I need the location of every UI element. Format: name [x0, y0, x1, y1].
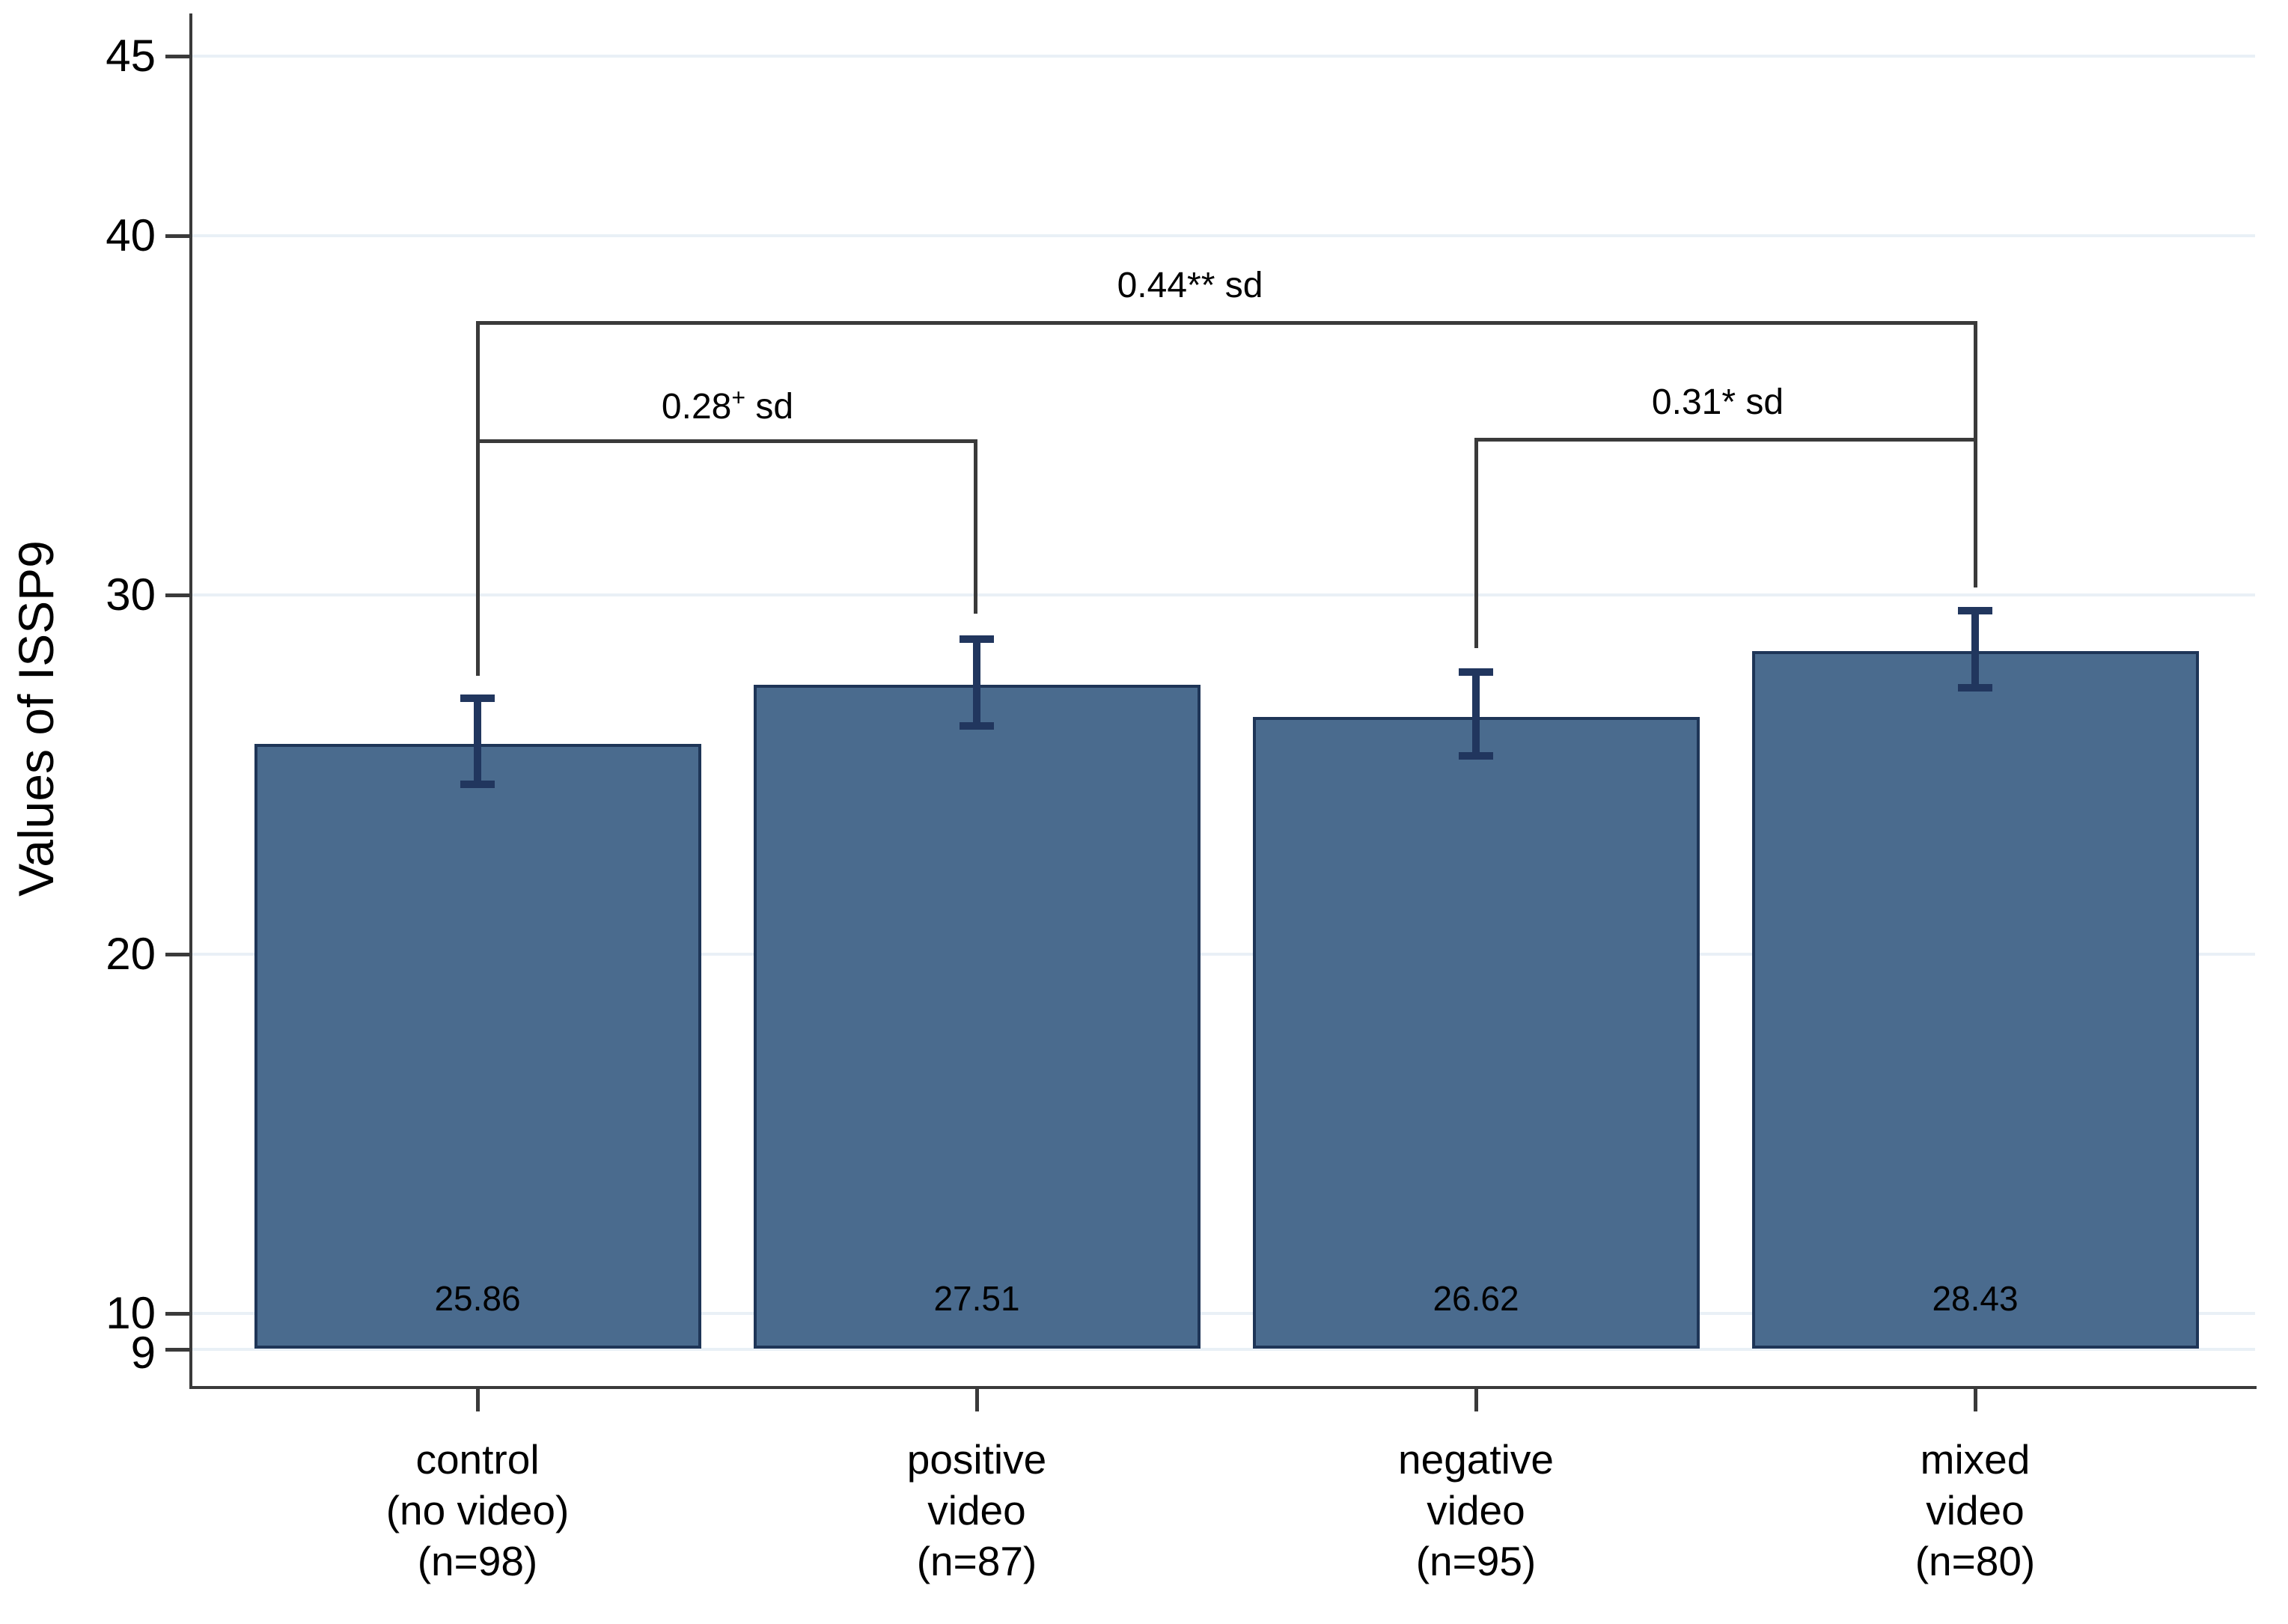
y-tick-label-20: 20	[106, 929, 156, 979]
bracket-negative-mixed-left-drop	[1474, 438, 1478, 648]
gridline-9	[192, 1348, 2255, 1351]
y-tick-9	[165, 1348, 189, 1352]
y-tick-label-45: 45	[106, 31, 156, 81]
x-tick-control	[476, 1389, 480, 1411]
category-line: (no video)	[385, 1487, 570, 1533]
gridline-10	[192, 1312, 2255, 1315]
y-tick-30	[165, 593, 189, 597]
significance-marker: +	[731, 384, 746, 411]
y-tick-45	[165, 55, 189, 58]
comparison-label-control-positive: 0.28+ sd	[503, 385, 952, 427]
x-axis-line	[189, 1386, 2257, 1389]
error-bar-control-bottom-cap	[460, 781, 495, 788]
gridline-45	[192, 55, 2255, 58]
bracket-control-mixed-right-drop	[1974, 321, 1977, 587]
error-bar-control	[474, 698, 481, 788]
bar-value-label-mixed: 28.43	[1932, 1279, 2019, 1318]
error-bar-control-top-cap	[460, 695, 495, 702]
comparison-value: 0.44	[1117, 266, 1188, 305]
category-line: video	[1427, 1487, 1525, 1533]
category-line: mixed	[1920, 1436, 2031, 1483]
x-tick-positive	[975, 1389, 979, 1411]
error-bar-negative-top-cap	[1459, 668, 1493, 676]
y-tick-40	[165, 234, 189, 238]
category-line: control	[415, 1436, 540, 1483]
y-tick-label-30: 30	[106, 570, 156, 620]
category-line: negative	[1398, 1436, 1554, 1483]
error-bar-mixed-top-cap	[1958, 607, 1992, 614]
category-line: (n=95)	[1415, 1538, 1537, 1584]
bar-mixed	[1752, 651, 2199, 1349]
comparison-suffix: sd	[745, 387, 794, 427]
category-line: video	[1926, 1487, 2025, 1533]
category-label-positive: positive video (n=87)	[745, 1434, 1209, 1587]
bar-negative	[1253, 717, 1700, 1349]
category-line: (n=98)	[417, 1538, 538, 1584]
bracket-negative-mixed-horizontal	[1476, 438, 1975, 442]
comparison-suffix: sd	[1215, 266, 1263, 305]
x-tick-negative	[1474, 1389, 1478, 1411]
bar-value-label-positive: 27.51	[933, 1279, 1020, 1318]
category-line: video	[927, 1487, 1026, 1533]
comparison-label-negative-mixed: 0.31* sd	[1493, 383, 1942, 422]
bar-positive	[754, 685, 1201, 1349]
error-bar-mixed-bottom-cap	[1958, 684, 1992, 692]
category-line: (n=87)	[916, 1538, 1037, 1584]
y-axis-title: Values of ISSP9	[8, 540, 64, 897]
error-bar-positive	[973, 639, 980, 730]
comparison-suffix: sd	[1736, 382, 1784, 422]
comparison-label-control-mixed: 0.44** sd	[965, 266, 1415, 305]
bracket-control-mixed-horizontal	[478, 321, 1975, 325]
comparison-value: 0.28	[661, 387, 732, 427]
bar-value-label-negative: 26.62	[1433, 1279, 1519, 1318]
error-bar-mixed	[1971, 611, 1979, 692]
bracket-control-positive-right-drop	[974, 439, 977, 614]
y-tick-10	[165, 1312, 189, 1316]
error-bar-positive-top-cap	[960, 635, 994, 643]
significance-marker: **	[1187, 266, 1215, 305]
category-line: positive	[906, 1436, 1047, 1483]
category-line: (n=80)	[1915, 1538, 2036, 1584]
gridline-40	[192, 234, 2255, 237]
bracket-control-mixed-left-drop	[476, 321, 480, 676]
error-bar-positive-bottom-cap	[960, 722, 994, 730]
category-label-control: control (no video) (n=98)	[245, 1434, 710, 1587]
error-bar-negative	[1472, 672, 1480, 760]
bar-control	[254, 744, 701, 1349]
gridline-20	[192, 953, 2255, 956]
y-tick-label-40: 40	[106, 210, 156, 260]
y-axis-line	[189, 13, 192, 1389]
bar-value-label-control: 25.86	[434, 1279, 521, 1318]
significance-marker: *	[1721, 382, 1736, 422]
y-tick-label-9: 9	[130, 1328, 156, 1378]
y-tick-20	[165, 953, 189, 956]
comparison-value: 0.31	[1651, 382, 1722, 422]
y-tick-label-10: 10	[106, 1288, 156, 1338]
category-label-mixed: mixed video (n=80)	[1743, 1434, 2207, 1587]
gridline-30	[192, 593, 2255, 596]
x-tick-mixed	[1974, 1389, 1977, 1411]
bracket-control-positive-horizontal	[478, 439, 977, 443]
error-bar-negative-bottom-cap	[1459, 752, 1493, 760]
category-label-negative: negative video (n=95)	[1244, 1434, 1708, 1587]
